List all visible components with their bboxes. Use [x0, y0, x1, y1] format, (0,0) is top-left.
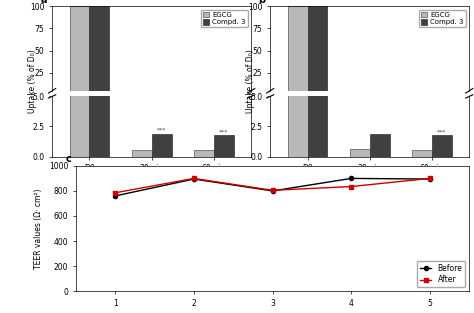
Bar — [70, 6, 90, 95]
Before — [270, 189, 275, 193]
Bar — [308, 0, 328, 156]
Y-axis label: TEER values (Ω· cm²): TEER values (Ω· cm²) — [34, 188, 43, 269]
Text: c: c — [65, 154, 71, 164]
Bar — [370, 94, 390, 95]
Before — [112, 194, 118, 198]
Before — [191, 177, 197, 181]
Bar — [214, 136, 234, 156]
Bar — [152, 134, 172, 156]
Text: ***: *** — [157, 128, 166, 133]
Text: Uptake (% of D₀): Uptake (% of D₀) — [28, 49, 36, 113]
Bar — [432, 94, 452, 95]
Text: b: b — [258, 0, 265, 5]
Bar — [132, 150, 152, 156]
After — [427, 177, 433, 180]
Legend: Before, After: Before, After — [417, 261, 465, 287]
Bar — [90, 6, 109, 95]
Bar — [70, 0, 90, 156]
Bar — [288, 0, 308, 156]
Bar — [308, 6, 328, 95]
Bar — [194, 151, 214, 156]
After — [270, 188, 275, 192]
Text: ***: *** — [437, 130, 447, 135]
Bar — [90, 0, 109, 156]
Line: After: After — [113, 176, 432, 195]
Text: ***: *** — [219, 130, 228, 135]
Bar — [288, 6, 308, 95]
Legend: EGCG, Compd. 3: EGCG, Compd. 3 — [201, 10, 248, 28]
Bar — [214, 94, 234, 95]
Before — [348, 177, 354, 180]
Before — [427, 177, 433, 181]
Line: Before: Before — [113, 176, 432, 198]
Bar — [370, 134, 390, 156]
Bar — [152, 94, 172, 95]
Text: a: a — [41, 0, 47, 5]
Bar — [412, 150, 432, 156]
Bar — [432, 136, 452, 156]
Bar — [350, 149, 370, 156]
Text: Uptake (% of D₀): Uptake (% of D₀) — [246, 49, 255, 113]
After — [348, 185, 354, 188]
After — [112, 191, 118, 195]
After — [191, 177, 197, 180]
Legend: EGCG, Compd. 3: EGCG, Compd. 3 — [419, 10, 466, 28]
